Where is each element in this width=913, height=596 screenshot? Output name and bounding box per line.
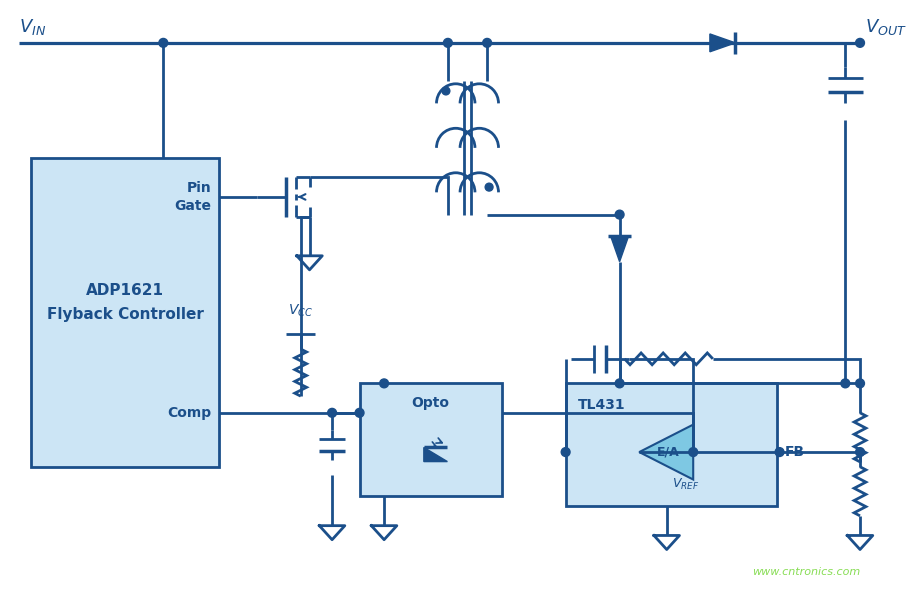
Text: $V_{IN}$: $V_{IN}$ — [19, 17, 47, 37]
Text: Comp: Comp — [167, 406, 212, 420]
Polygon shape — [710, 34, 735, 52]
Circle shape — [688, 448, 698, 457]
Circle shape — [355, 408, 364, 417]
Circle shape — [855, 448, 865, 457]
FancyBboxPatch shape — [566, 383, 777, 506]
Text: E/A: E/A — [657, 446, 680, 458]
Text: $V_{REF}$: $V_{REF}$ — [672, 477, 699, 492]
Circle shape — [442, 87, 450, 95]
Circle shape — [561, 448, 570, 457]
Text: ADP1621
Flyback Controller: ADP1621 Flyback Controller — [47, 283, 204, 322]
Circle shape — [159, 39, 168, 47]
Circle shape — [615, 210, 624, 219]
Polygon shape — [639, 424, 693, 480]
Circle shape — [483, 39, 491, 47]
FancyBboxPatch shape — [360, 383, 502, 496]
Circle shape — [855, 379, 865, 388]
Text: www.cntronics.com: www.cntronics.com — [751, 567, 860, 577]
Polygon shape — [424, 448, 447, 461]
Text: FB: FB — [784, 445, 804, 459]
Circle shape — [485, 183, 493, 191]
Circle shape — [775, 448, 784, 457]
Text: Pin
Gate: Pin Gate — [174, 181, 212, 213]
Text: Opto: Opto — [412, 396, 450, 410]
Circle shape — [328, 408, 337, 417]
Circle shape — [380, 379, 389, 388]
FancyBboxPatch shape — [31, 158, 219, 467]
Circle shape — [615, 379, 624, 388]
Polygon shape — [611, 236, 628, 262]
Text: $V_{OUT}$: $V_{OUT}$ — [865, 17, 907, 37]
Circle shape — [855, 39, 865, 47]
Circle shape — [444, 39, 452, 47]
Circle shape — [841, 379, 850, 388]
Text: $V_{CC}$: $V_{CC}$ — [289, 302, 313, 319]
Text: TL431: TL431 — [577, 398, 625, 412]
